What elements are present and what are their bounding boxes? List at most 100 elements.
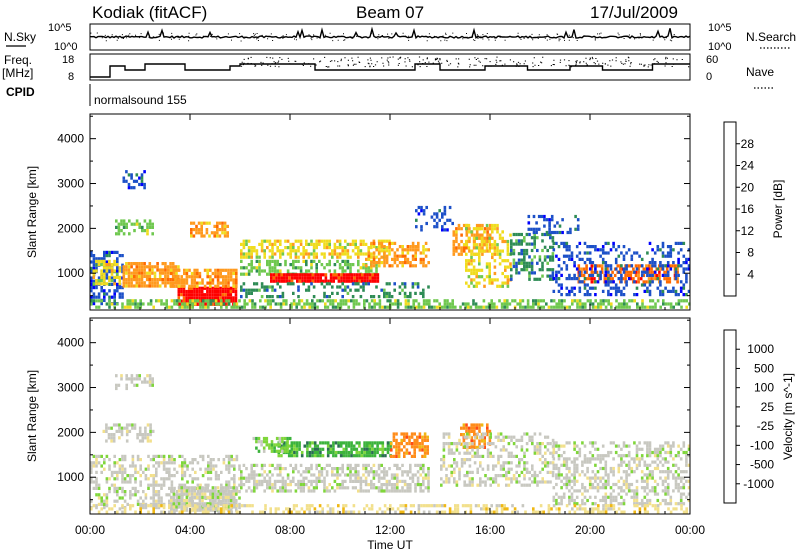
heatmap-cell [490, 302, 493, 306]
heatmap-cell [139, 458, 142, 462]
heatmap-cell [473, 461, 477, 465]
heatmap-cell [627, 463, 631, 467]
heatmap-region [122, 170, 146, 190]
heatmap-cell [268, 486, 272, 490]
heatmap-cell [162, 464, 166, 468]
heatmap-cell [370, 261, 373, 265]
heatmap-cell [541, 467, 544, 471]
heatmap-cell [211, 505, 215, 509]
heatmap-cell [489, 442, 492, 446]
heatmap-cell [607, 270, 610, 274]
heatmap-cell [272, 299, 275, 303]
heatmap-cell [534, 299, 538, 303]
heatmap-cell [331, 305, 335, 309]
heatmap-cell [367, 282, 370, 286]
heatmap-cell [234, 289, 238, 294]
heatmap-cell [320, 470, 324, 474]
heatmap-cell [319, 441, 322, 445]
heatmap-cell [253, 473, 256, 477]
heatmap-cell [608, 277, 612, 281]
heatmap-cell [321, 447, 325, 451]
heatmap-cell [427, 467, 430, 471]
heatmap-cell [211, 286, 214, 290]
heatmap-cell [95, 282, 98, 286]
heatmap-cell [528, 274, 531, 278]
heatmap-cell [293, 450, 296, 455]
heatmap-cell [638, 254, 641, 258]
heatmap-cell [491, 281, 494, 285]
heatmap-cell [240, 249, 243, 253]
heatmap-cell [311, 450, 314, 455]
heatmap-cell [424, 264, 428, 268]
heatmap-cell [294, 239, 298, 243]
heatmap-cell [463, 435, 466, 439]
heatmap-cell [341, 282, 344, 286]
heatmap-cell [442, 445, 446, 449]
heatmap-cell [506, 252, 510, 256]
heatmap-cell [666, 270, 670, 274]
heatmap-cell [599, 270, 602, 274]
heatmap-cell [665, 280, 669, 284]
heatmap-cell [183, 486, 186, 490]
heatmap-cell [209, 268, 212, 272]
heatmap-cell [607, 280, 610, 284]
heatmap-cell [685, 479, 688, 483]
heatmap-cell [480, 439, 484, 443]
heatmap-cell [398, 245, 402, 249]
heatmap-cell [132, 186, 136, 190]
heatmap-cell [355, 276, 359, 280]
heatmap-region [552, 241, 691, 297]
heatmap-cell [194, 302, 197, 306]
heatmap-cell [223, 228, 227, 232]
heatmap-cell [568, 293, 571, 297]
heatmap-cell [455, 448, 459, 452]
heatmap-cell [221, 299, 225, 303]
heatmap-cell [445, 467, 448, 471]
heatmap-cell [677, 257, 680, 261]
heatmap-cell [333, 246, 337, 250]
heatmap-cell [128, 219, 131, 223]
heatmap-cell [573, 264, 576, 268]
heatmap-cell [488, 278, 491, 282]
heatmap-cell [383, 249, 386, 253]
heatmap-cell [577, 267, 581, 271]
heatmap-cell [201, 278, 204, 282]
heatmap-cell [682, 283, 686, 287]
heatmap-cell [478, 246, 481, 250]
heatmap-cell [537, 305, 540, 309]
heatmap-cell [324, 441, 327, 445]
heatmap-cell [583, 473, 587, 477]
heatmap-cell [164, 278, 167, 282]
heatmap-cell [226, 286, 230, 290]
heatmap-cell [113, 486, 116, 490]
heatmap-cell [164, 281, 167, 285]
heatmap-cell [428, 302, 431, 306]
heatmap-cell [421, 438, 424, 442]
heatmap-cell [359, 285, 363, 289]
heatmap-cell [653, 486, 657, 490]
heatmap-cell [168, 454, 171, 458]
heatmap-cell [341, 266, 344, 270]
heatmap-cell [122, 232, 126, 236]
heatmap-cell [510, 461, 513, 465]
heatmap-cell [240, 259, 243, 263]
heatmap-cell [596, 489, 600, 493]
heatmap-cell [211, 293, 214, 297]
heatmap-cell [371, 273, 374, 277]
heatmap-cell [533, 480, 537, 484]
heatmap-cell [491, 278, 494, 282]
heatmap-cell [292, 291, 295, 295]
heatmap-cell [135, 284, 139, 288]
heatmap-cell [229, 278, 233, 282]
heatmap-cell [622, 441, 626, 445]
heatmap-cell [212, 464, 215, 468]
heatmap-cell [180, 489, 183, 493]
heatmap-cell [581, 257, 584, 261]
heatmap-cell [594, 457, 597, 461]
heatmap-cell [646, 267, 649, 271]
heatmap-cell [152, 458, 155, 462]
heatmap-cell [362, 282, 365, 286]
heatmap-cell [519, 302, 522, 306]
heatmap-cell [214, 302, 218, 306]
heatmap-cell [309, 273, 312, 277]
